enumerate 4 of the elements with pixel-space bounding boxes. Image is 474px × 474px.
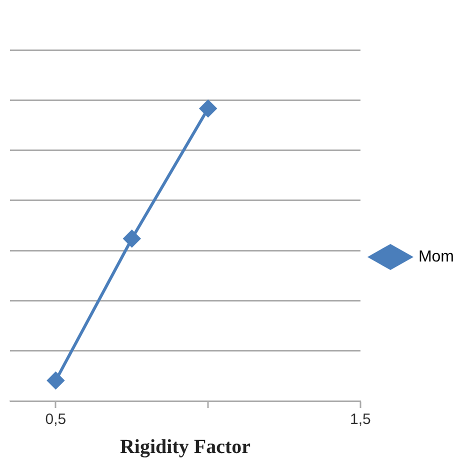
x-axis-title: Rigidity Factor: [120, 436, 251, 458]
x-tick-label: 1,5: [350, 411, 371, 428]
x-tick-label: 0,5: [45, 411, 66, 428]
legend-label: Mom: [418, 248, 454, 266]
